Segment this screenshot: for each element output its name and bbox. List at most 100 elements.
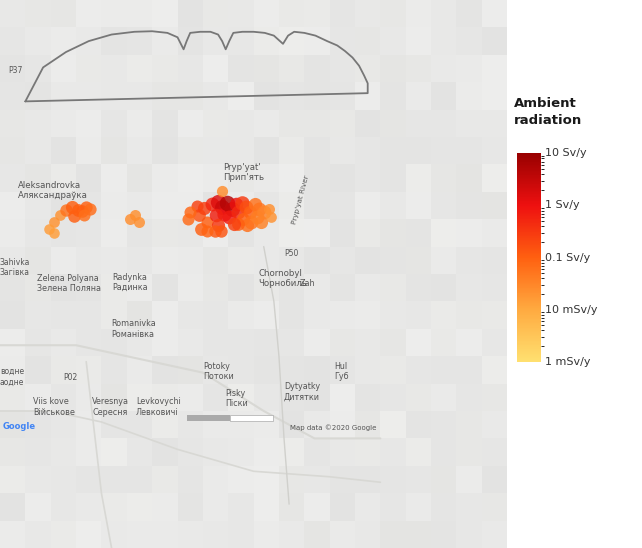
Bar [355,82,380,110]
Bar [127,521,152,548]
Bar [26,438,51,466]
Point [130,210,141,219]
Bar [279,521,304,548]
Bar [101,301,127,329]
Bar [380,521,406,548]
Bar [431,27,456,55]
Bar [177,411,203,438]
Bar [355,274,380,301]
Bar [254,192,279,219]
Bar [431,301,456,329]
Bar [127,192,152,219]
Bar [380,438,406,466]
Bar [0,82,26,110]
Bar [177,493,203,521]
Bar [51,192,76,219]
Bar [254,411,279,438]
Bar [431,521,456,548]
Point [241,203,251,212]
Bar [203,82,229,110]
Bar [101,164,127,192]
Text: Zelena Polyana
Зелена Поляна: Zelena Polyana Зелена Поляна [37,274,101,293]
Bar [431,137,456,164]
Bar [254,356,279,384]
Bar [101,438,127,466]
Point [44,224,54,233]
Bar [431,110,456,137]
Bar [152,137,177,164]
Point [196,225,207,233]
Bar [456,301,482,329]
Bar [279,55,304,82]
Bar [0,137,26,164]
Bar [203,356,229,384]
Bar [229,384,254,411]
Bar [127,137,152,164]
Bar [230,415,273,421]
Bar [187,415,230,421]
Bar [127,0,152,27]
Bar [229,192,254,219]
Point [216,227,226,236]
Bar [380,466,406,493]
Bar [279,384,304,411]
Bar [127,219,152,247]
Bar [51,411,76,438]
Bar [355,384,380,411]
Bar [177,329,203,356]
Bar [304,137,330,164]
Point [238,198,248,207]
Bar [177,164,203,192]
Bar [330,0,355,27]
Text: Google: Google [3,422,36,431]
Point [49,218,60,226]
Bar [26,110,51,137]
Bar [26,493,51,521]
Bar [431,219,456,247]
Bar [152,411,177,438]
Bar [26,411,51,438]
Bar [26,329,51,356]
Bar [380,301,406,329]
Bar [51,247,76,274]
Bar [0,493,26,521]
Bar [177,301,203,329]
Bar [127,438,152,466]
Bar [229,164,254,192]
Bar [304,27,330,55]
Bar [51,329,76,356]
Bar [76,110,101,137]
Bar [203,55,229,82]
Bar [229,219,254,247]
Bar [380,0,406,27]
Bar [304,466,330,493]
Bar [229,137,254,164]
Bar [482,110,507,137]
Bar [304,55,330,82]
Point [213,220,223,229]
Bar [127,356,152,384]
Point [233,219,243,228]
Bar [482,0,507,27]
Bar [254,0,279,27]
Bar [406,466,431,493]
Text: Aleksandrovka
Аляксандраўка: Aleksandrovka Аляксандраўка [18,181,87,200]
Bar [127,384,152,411]
Bar [152,329,177,356]
Bar [76,164,101,192]
Point [266,213,277,221]
Bar [76,192,101,219]
Point [213,197,223,206]
Bar [229,438,254,466]
Bar [482,521,507,548]
Bar [203,411,229,438]
Bar [304,438,330,466]
Bar [380,219,406,247]
Point [219,209,229,218]
Bar [203,247,229,274]
Bar [152,110,177,137]
Point [81,202,91,211]
Bar [279,493,304,521]
Bar [152,247,177,274]
Bar [406,247,431,274]
